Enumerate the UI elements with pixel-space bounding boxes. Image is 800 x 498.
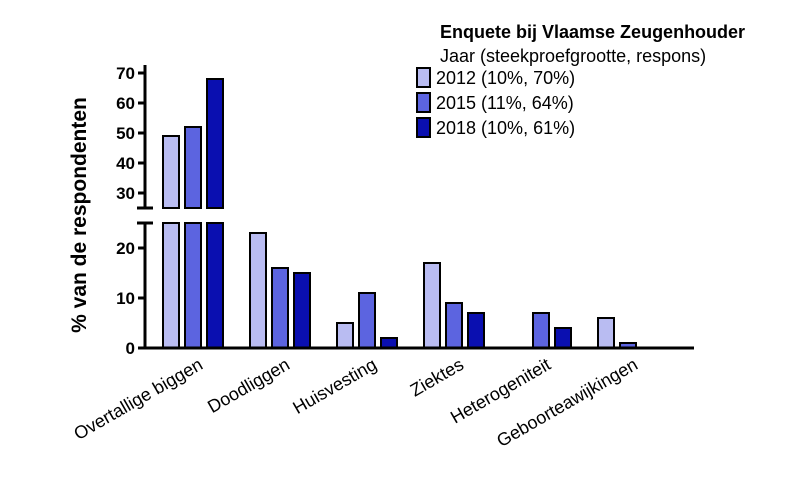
y-tick-label-20: 20 bbox=[116, 239, 135, 258]
bars-group bbox=[137, 78, 637, 349]
x-tick-label-geboorteawijkingen: Geboorteawijkingen bbox=[493, 354, 641, 451]
bar-overtallige-biggen-s0 bbox=[162, 135, 180, 209]
x-tick-label-doodliggen: Doodliggen bbox=[204, 354, 293, 417]
y-axis: 0 10 20 30 40 50 60 70 bbox=[116, 64, 153, 358]
y-tick-label-70: 70 bbox=[116, 64, 135, 83]
bar-overtallige-biggen-s2-lower bbox=[206, 222, 224, 349]
bar-ziektes-s2 bbox=[467, 312, 485, 349]
bar-overtallige-biggen-s1-lower bbox=[184, 222, 202, 349]
bar-heterogeniteit-s1 bbox=[532, 312, 550, 349]
legend-swatch-1 bbox=[416, 92, 431, 113]
axis-break-gap bbox=[137, 209, 237, 222]
legend-title: Enquete bij Vlaamse Zeugenhouder bbox=[440, 22, 745, 42]
x-tick-label-huisvesting: Huisvesting bbox=[289, 354, 380, 418]
bar-doodliggen-s0 bbox=[249, 232, 267, 349]
bar-overtallige-biggen-s0-lower bbox=[162, 222, 180, 349]
y-tick-label-10: 10 bbox=[116, 289, 135, 308]
legend-label-2: 2018 (10%, 61%) bbox=[436, 118, 575, 138]
y-tick-label-30: 30 bbox=[116, 184, 135, 203]
bar-huisvesting-s1 bbox=[358, 292, 376, 349]
bar-heterogeniteit-s2 bbox=[554, 327, 572, 349]
bar-ziektes-s1 bbox=[445, 302, 463, 349]
bar-overtallige-biggen-s2 bbox=[206, 78, 224, 209]
legend-swatch-0 bbox=[416, 67, 431, 88]
y-tick-label-60: 60 bbox=[116, 94, 135, 113]
legend-subtitle: Jaar (steekproefgrootte, respons) bbox=[440, 46, 706, 66]
legend-swatch-2 bbox=[416, 117, 431, 138]
legend-label-0: 2012 (10%, 70%) bbox=[436, 68, 575, 88]
y-tick-label-40: 40 bbox=[116, 154, 135, 173]
x-tick-label-ziektes: Ziektes bbox=[407, 354, 467, 400]
legend: Enquete bij Vlaamse Zeugenhouder Jaar (s… bbox=[416, 22, 745, 138]
bar-doodliggen-s1 bbox=[271, 267, 289, 349]
bar-ziektes-s0 bbox=[423, 262, 441, 349]
bar-doodliggen-s2 bbox=[293, 272, 311, 349]
x-tick-label-overtallige-biggen: Overtallige biggen bbox=[70, 354, 206, 444]
y-axis-label: % van de respondenten bbox=[68, 97, 91, 333]
bar-overtallige-biggen-s1 bbox=[184, 126, 202, 209]
bar-huisvesting-s0 bbox=[336, 322, 354, 349]
y-tick-label-0: 0 bbox=[126, 339, 135, 358]
bar-geboorteawijkingen-s0 bbox=[597, 317, 615, 349]
y-tick-label-50: 50 bbox=[116, 124, 135, 143]
legend-label-1: 2015 (11%, 64%) bbox=[436, 93, 574, 113]
